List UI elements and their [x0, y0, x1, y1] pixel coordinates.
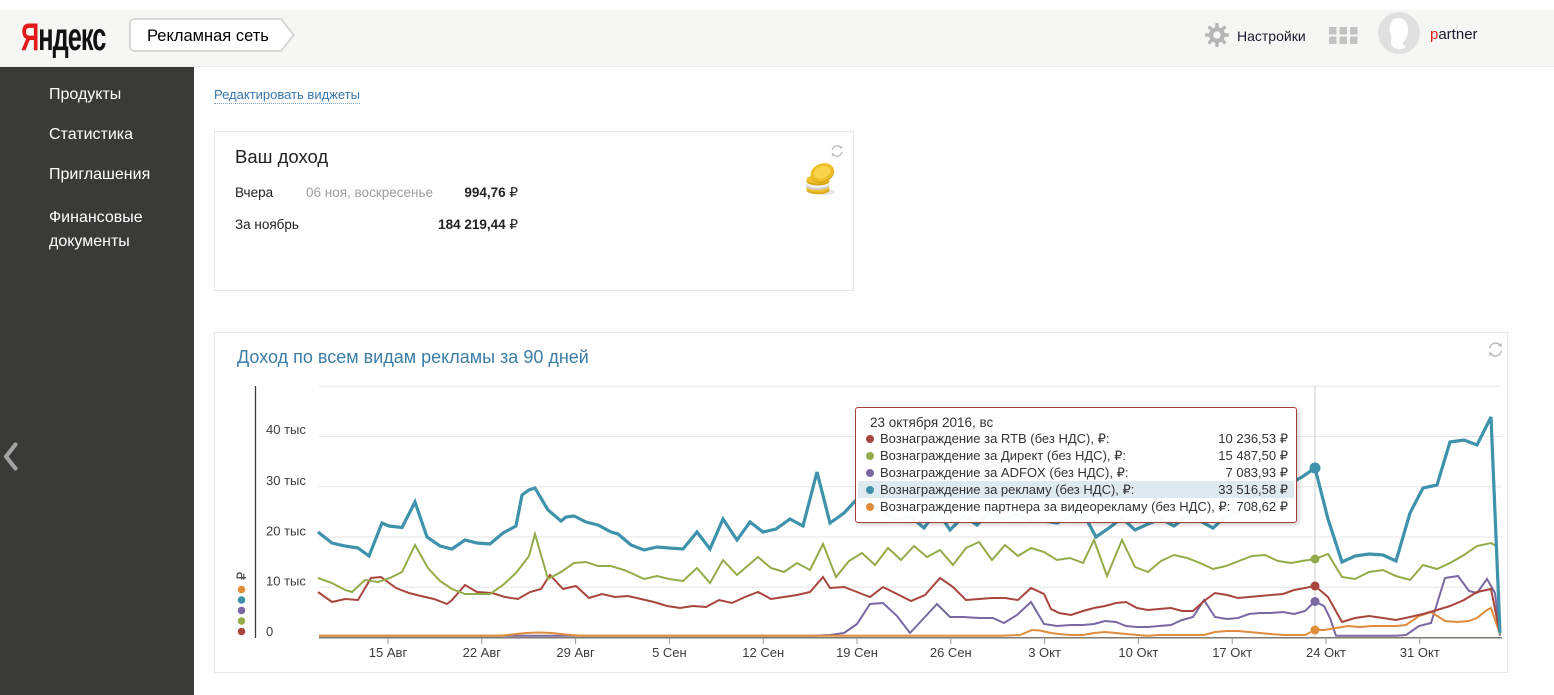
svg-text:Рекламная сеть: Рекламная сеть	[147, 27, 269, 45]
svg-text:₽: ₽	[234, 572, 249, 580]
svg-text:26 Сен: 26 Сен	[930, 645, 972, 660]
svg-text:30 тыс: 30 тыс	[266, 473, 306, 488]
svg-text:31 Окт: 31 Окт	[1400, 645, 1440, 660]
svg-text:10 тыс: 10 тыс	[266, 574, 306, 589]
svg-text:0: 0	[266, 624, 273, 639]
svg-text:24 Окт: 24 Окт	[1306, 645, 1346, 660]
svg-text:29 Авг: 29 Авг	[556, 645, 595, 660]
svg-text:19 Сен: 19 Сен	[836, 645, 878, 660]
svg-text:20 тыс: 20 тыс	[266, 523, 306, 538]
svg-text:15 Авг: 15 Авг	[369, 645, 408, 660]
svg-text:17 Окт: 17 Окт	[1212, 645, 1252, 660]
svg-text:3 Окт: 3 Окт	[1028, 645, 1061, 660]
svg-text:22 Авг: 22 Авг	[463, 645, 502, 660]
svg-text:10 Окт: 10 Окт	[1118, 645, 1158, 660]
svg-text:5 Сен: 5 Сен	[652, 645, 687, 660]
svg-text:40 тыс: 40 тыс	[266, 422, 306, 437]
svg-text:12 Сен: 12 Сен	[742, 645, 784, 660]
